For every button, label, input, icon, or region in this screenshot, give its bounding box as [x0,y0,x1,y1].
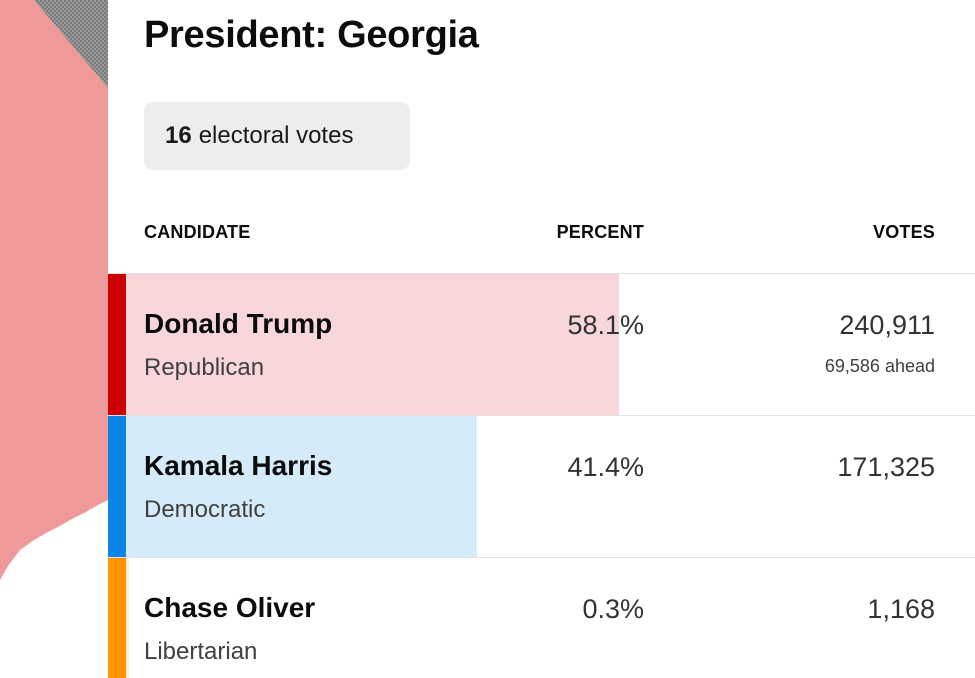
vote-share-bar [126,274,620,415]
party-color-stripe [108,558,126,678]
candidate-votes: 1,168 [867,594,935,624]
candidate-row-harris[interactable]: Kamala Harris Democratic 41.4% 171,325 [108,415,975,557]
vote-lead: 69,586 ahead [824,356,935,376]
vote-share-bar [126,558,129,678]
column-header-percent: PERCENT [556,222,644,242]
electoral-votes-badge: 16 electoral votes [144,102,410,170]
electoral-votes-label: electoral votes [198,122,354,149]
candidate-name: Chase Oliver [144,592,316,623]
party-color-stripe [108,274,126,415]
party-color-stripe [108,416,126,557]
state-map-fragment [0,0,108,678]
candidate-votes: 171,325 [837,452,935,482]
candidate-votes: 240,911 [839,310,935,340]
candidate-row-trump[interactable]: Donald Trump Republican 58.1% 240,911 69… [108,273,975,415]
vote-share-bar [126,416,478,557]
results-table-body: Donald Trump Republican 58.1% 240,911 69… [108,273,975,678]
electoral-votes-number: 16 [165,122,192,149]
candidate-name: Kamala Harris [144,450,333,481]
race-title: President: Georgia [144,14,479,56]
candidate-party: Libertarian [144,638,258,665]
candidate-percent: 0.3% [582,594,644,624]
candidate-party: Republican [144,354,265,381]
candidate-percent: 58.1% [567,310,644,340]
candidate-percent: 41.4% [567,452,644,482]
candidate-party: Democratic [144,496,266,523]
column-header-votes: VOTES [872,222,935,242]
candidate-name: Donald Trump [144,308,333,339]
column-header-candidate: CANDIDATE [144,222,251,242]
race-results-panel: President: Georgia 16 electoral votes CA… [108,0,975,678]
candidate-row-oliver[interactable]: Chase Oliver Libertarian 0.3% 1,168 [108,557,975,678]
results-table-header: CANDIDATE PERCENT VOTES [108,222,975,252]
